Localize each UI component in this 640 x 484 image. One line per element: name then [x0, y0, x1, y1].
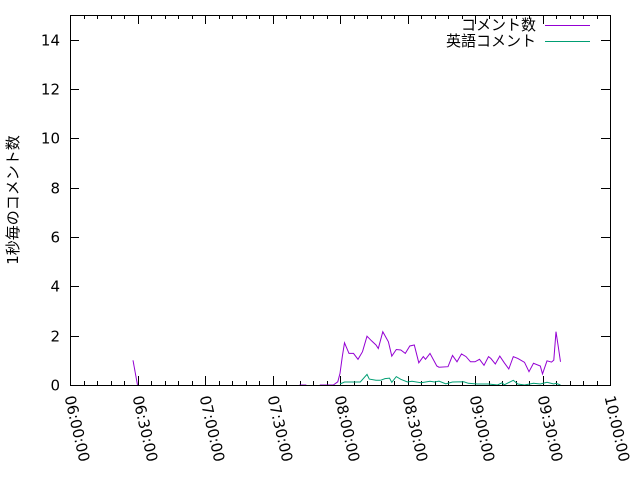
series-line-0	[132, 360, 138, 386]
x-tick-label: 09:30:00	[534, 394, 567, 464]
x-tick-label: 08:00:00	[331, 394, 364, 464]
x-tick-label: 08:30:00	[399, 394, 432, 464]
plot-frame	[70, 15, 611, 386]
x-tick-label: 06:00:00	[61, 394, 94, 464]
legend-label: コメント数	[461, 16, 536, 34]
series-line-1	[339, 373, 561, 386]
x-tick-label: 06:30:00	[129, 394, 162, 464]
axis-ticks: 0 2 4 6 8 10 12 14 06:00:00 06:30:00 07:00:00 07:30…	[41, 15, 633, 464]
y-tick-label: 8	[50, 180, 60, 198]
x-tick-label: 10:00:00	[601, 394, 634, 464]
y-tick-label: 10	[41, 130, 60, 148]
y-tick-label: 14	[41, 32, 60, 50]
series-lines	[132, 330, 561, 386]
y-tick-label: 12	[41, 81, 60, 99]
x-tick-label: 07:30:00	[264, 394, 297, 464]
x-tick-label: 09:00:00	[466, 394, 499, 464]
series-line-0	[319, 330, 561, 386]
y-tick-label: 4	[50, 278, 60, 296]
x-tick-label: 07:00:00	[196, 394, 229, 464]
y-tick-label: 6	[50, 229, 60, 247]
legend-label: 英語コメント	[446, 32, 536, 50]
y-axis-label: 1秒毎のコメント数	[4, 135, 22, 265]
y-tick-label: 2	[50, 328, 60, 346]
y-tick-label: 0	[50, 377, 60, 395]
